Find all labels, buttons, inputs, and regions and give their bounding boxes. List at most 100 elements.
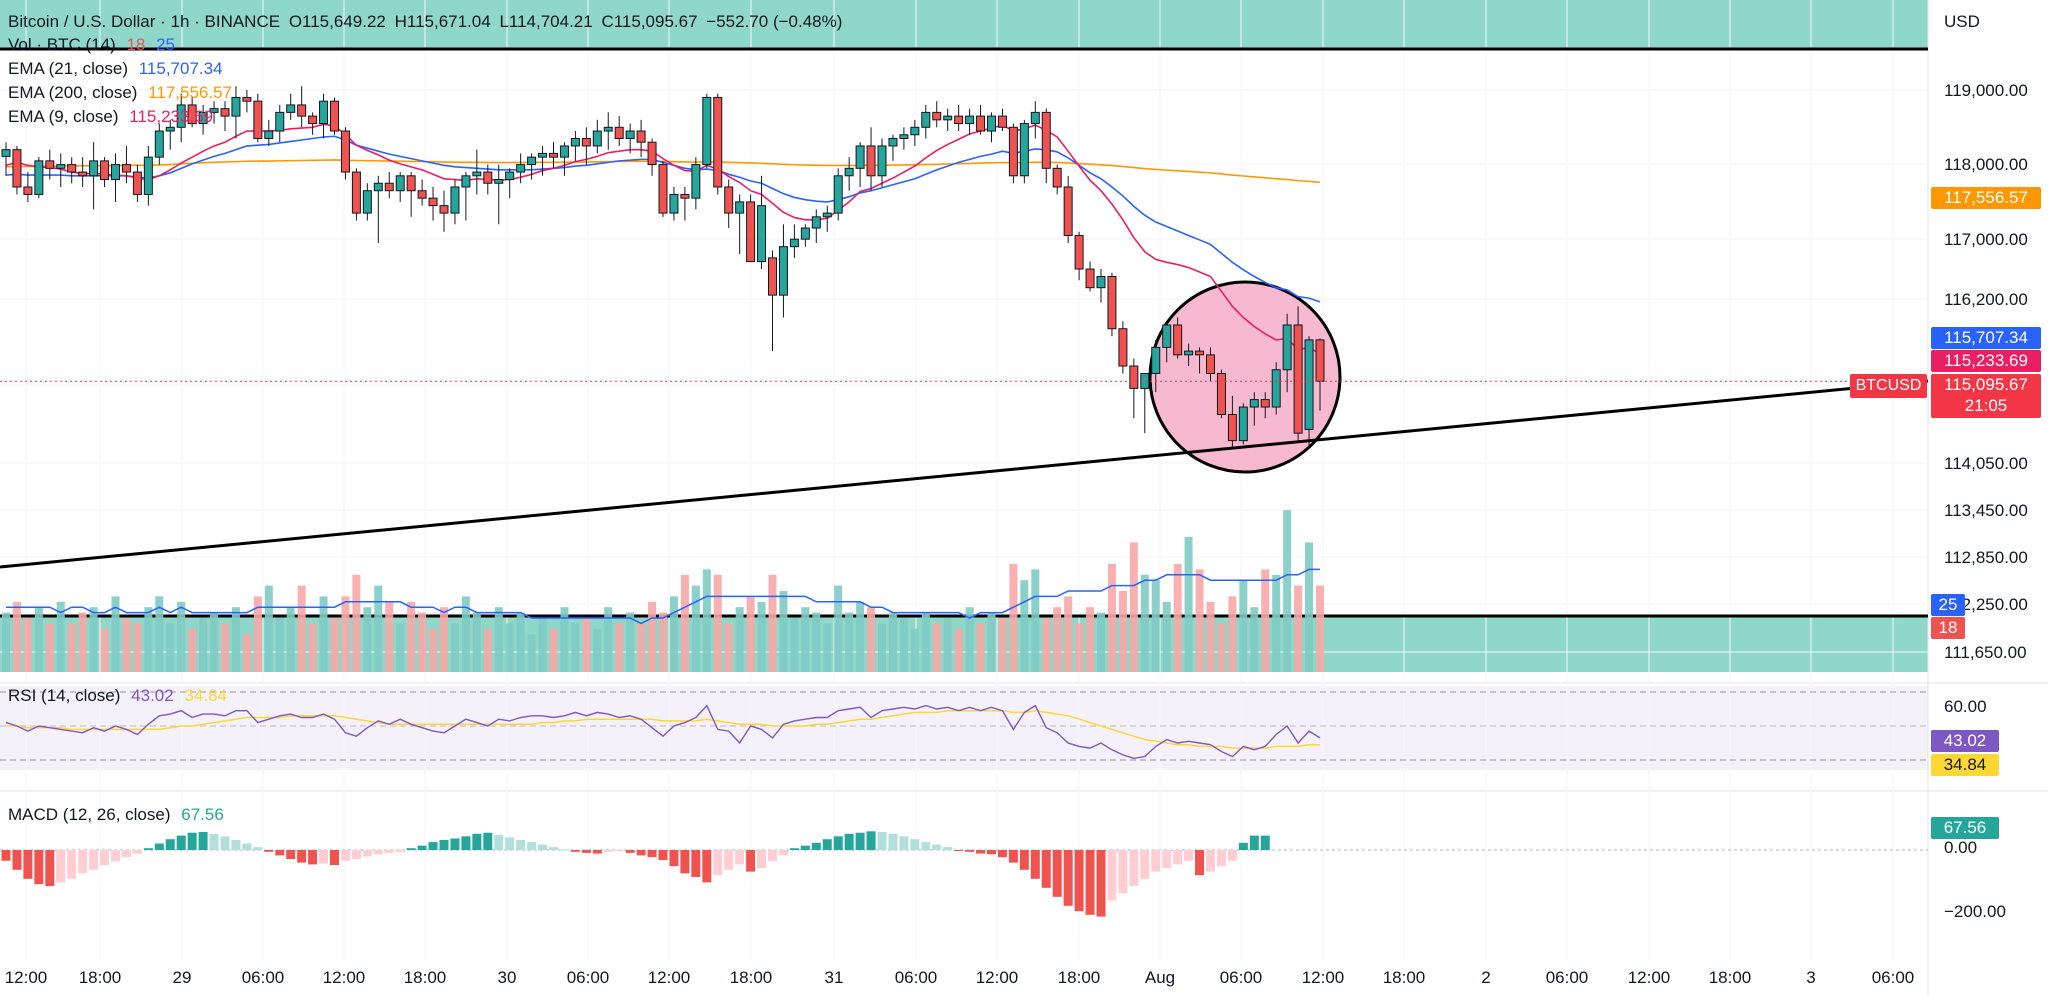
macd-histogram-bar	[45, 850, 55, 886]
macd-histogram-bar	[1173, 850, 1183, 865]
volume-bar	[527, 634, 536, 672]
candle-body	[494, 179, 504, 184]
last-price-tag: 115,095.67 21:05	[1931, 374, 2041, 418]
candle	[625, 123, 635, 154]
candle-body	[1129, 365, 1139, 389]
candle	[1118, 321, 1128, 374]
volume-bar	[921, 612, 930, 672]
candle	[976, 104, 986, 135]
currency-unit-label[interactable]: USD	[1944, 12, 1980, 31]
symbol-title[interactable]: Bitcoin / U.S. Dollar · 1h · BINANCE	[8, 12, 281, 31]
macd-histogram-bar	[450, 838, 460, 850]
volume-bar	[878, 623, 886, 672]
candle	[100, 157, 110, 187]
header-band	[0, 0, 1928, 50]
ema21-legend[interactable]: EMA (21, close) 115,707.34	[8, 58, 223, 80]
candle-body	[111, 164, 120, 181]
candle-body	[592, 130, 602, 147]
macd-histogram-bar	[976, 850, 986, 854]
macd-histogram-bar	[89, 850, 99, 870]
macd-legend[interactable]: MACD (12, 26, close) 67.56	[8, 804, 224, 826]
candle-body	[811, 216, 821, 229]
candle	[45, 149, 55, 180]
volume-bar	[626, 612, 635, 672]
macd-histogram-bar	[483, 832, 493, 850]
macd-histogram-bar	[1260, 835, 1270, 850]
candle-body	[954, 115, 964, 125]
volume-bar	[680, 574, 689, 672]
candle-body	[570, 137, 580, 147]
volume-legend[interactable]: Vol · BTC (14) 18 25	[8, 34, 175, 56]
macd-histogram-bar	[932, 844, 942, 850]
candle	[362, 183, 372, 221]
candle	[121, 145, 131, 184]
volume-bar	[440, 607, 448, 672]
macd-histogram-bar	[308, 850, 318, 865]
rsi-legend[interactable]: RSI (14, close) 43.02 34.84	[8, 685, 227, 707]
macd-histogram-bar	[132, 850, 142, 854]
candle	[1063, 175, 1073, 243]
candle-body	[647, 141, 657, 166]
macd-histogram-bar	[1063, 850, 1073, 906]
volume-bar	[352, 574, 361, 672]
price-axis-label: 118,000.00	[1944, 155, 2028, 174]
macd-histogram-bar	[516, 839, 526, 850]
volume-bar	[637, 623, 646, 672]
ema21-legend-label: EMA (21, close)	[8, 59, 128, 78]
time-axis-label: 12:00	[5, 968, 48, 987]
candle	[1184, 343, 1194, 367]
candle-body	[308, 115, 318, 125]
candle-body	[702, 96, 712, 166]
ohlc-high: H115,671.04	[394, 12, 491, 31]
volume-bar	[1118, 591, 1127, 672]
ema200-legend[interactable]: EMA (200, close) 117,556.57	[8, 82, 232, 104]
volume-bar	[177, 601, 186, 672]
macd-histogram-bar	[23, 850, 33, 879]
ema9-legend[interactable]: EMA (9, close) 115,233.69	[8, 106, 213, 128]
macd-histogram-bar	[811, 842, 821, 850]
time-axis-label: 12:00	[323, 968, 366, 987]
candle-body	[67, 164, 77, 173]
candle-body	[669, 193, 679, 214]
candle-body	[527, 156, 537, 166]
rsi-ma-tag: 34.84	[1931, 754, 1999, 776]
macd-histogram-bar	[111, 850, 120, 862]
candle	[614, 116, 624, 146]
volume-bar	[242, 634, 251, 672]
volume-bar	[374, 585, 383, 672]
volume-bar	[998, 618, 1007, 672]
macd-axis-label: −200.00	[1944, 902, 2006, 921]
candle-body	[1282, 324, 1292, 371]
macd-histogram-bar	[330, 850, 339, 866]
candle-body	[297, 104, 307, 117]
candle-body	[340, 130, 350, 173]
macd-histogram-bar	[1118, 850, 1128, 894]
volume-bar	[1206, 601, 1215, 672]
candle	[1151, 339, 1161, 393]
candle	[132, 164, 142, 202]
candle-body	[516, 164, 526, 173]
volume-bar	[1272, 574, 1281, 672]
rsi-legend-label: RSI (14, close)	[8, 686, 121, 705]
candle	[231, 86, 241, 139]
macd-histogram-bar	[494, 834, 504, 850]
candle-body	[1052, 167, 1062, 188]
candle	[1227, 395, 1237, 449]
candle	[187, 97, 197, 128]
macd-histogram-bar	[1151, 850, 1161, 872]
macd-histogram-bar	[220, 836, 230, 850]
time-axis-label: 31	[825, 968, 844, 987]
macd-histogram-bar	[56, 850, 66, 883]
candle-body	[943, 115, 953, 121]
macd-histogram-bar	[406, 848, 416, 850]
macd-histogram-bar	[253, 847, 263, 850]
candle-body	[1118, 328, 1128, 367]
macd-histogram-bar	[603, 850, 613, 852]
volume-bar	[483, 628, 492, 672]
candle-body	[855, 145, 865, 169]
candle-body	[100, 160, 110, 181]
macd-histogram-bar	[724, 850, 734, 870]
ohlc-open: O115,649.22	[288, 12, 386, 31]
volume-bar	[1316, 585, 1324, 672]
